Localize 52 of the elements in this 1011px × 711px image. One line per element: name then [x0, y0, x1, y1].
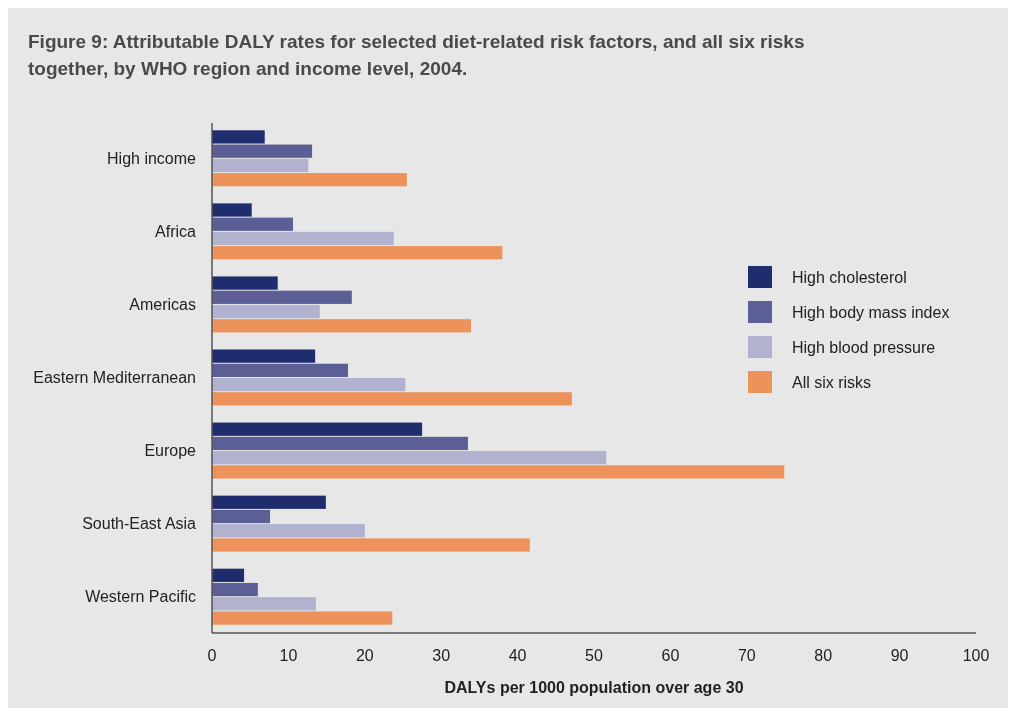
bar — [212, 392, 572, 406]
bar — [212, 597, 316, 611]
bar — [212, 276, 278, 290]
y-tick-label: Western Pacific — [85, 588, 196, 606]
bar — [212, 246, 503, 260]
y-tick-label: High income — [107, 149, 197, 167]
x-tick-label: 50 — [585, 647, 603, 664]
x-axis-title: DALYs per 1000 population over age 30 — [444, 679, 744, 696]
legend-label: High body mass index — [792, 304, 950, 321]
x-tick-label: 10 — [279, 647, 298, 664]
x-tick-label: 100 — [962, 647, 990, 664]
bar — [212, 173, 407, 187]
bar — [212, 582, 258, 597]
y-tick-label: Africa — [155, 222, 197, 240]
bar — [212, 363, 348, 377]
x-tick-label: 30 — [432, 647, 451, 664]
y-tick-label: Europe — [144, 442, 197, 460]
bar — [212, 217, 293, 231]
legend-label: High blood pressure — [792, 339, 936, 356]
legend-label: All six risks — [792, 374, 872, 391]
x-tick-label: 70 — [737, 647, 756, 664]
bar — [212, 524, 365, 538]
legend-label: High cholesterol — [792, 269, 907, 286]
bar — [212, 436, 468, 451]
bar — [212, 349, 316, 363]
x-tick-label: 0 — [207, 647, 217, 664]
bar — [212, 495, 326, 509]
x-tick-label: 60 — [661, 647, 680, 664]
bar — [212, 144, 313, 158]
bar — [212, 538, 530, 552]
x-tick-label: 20 — [355, 647, 374, 664]
bar — [212, 611, 393, 625]
bar — [212, 509, 271, 524]
bar — [212, 231, 394, 246]
y-tick-label: South-East Asia — [82, 515, 197, 533]
bar — [212, 158, 309, 173]
bar — [212, 319, 471, 333]
x-tick-label: 90 — [890, 647, 909, 664]
bar — [212, 203, 252, 217]
bar — [212, 378, 406, 392]
bar — [212, 451, 607, 465]
y-tick-label: Eastern Mediterranean — [33, 369, 196, 386]
bar — [212, 304, 320, 319]
y-tick-label: Americas — [129, 295, 196, 313]
x-tick-label: 80 — [814, 647, 833, 664]
bar — [212, 130, 265, 144]
x-tick-label: 40 — [508, 647, 527, 664]
bar — [212, 290, 352, 304]
bar — [212, 568, 245, 582]
bar — [212, 422, 423, 436]
bar — [212, 465, 785, 479]
chart-title: Figure 9: Attributable DALY rates for selected diet-related risk factors, and all six risks together, by WHO region and income level, 2004. — [28, 31, 805, 79]
